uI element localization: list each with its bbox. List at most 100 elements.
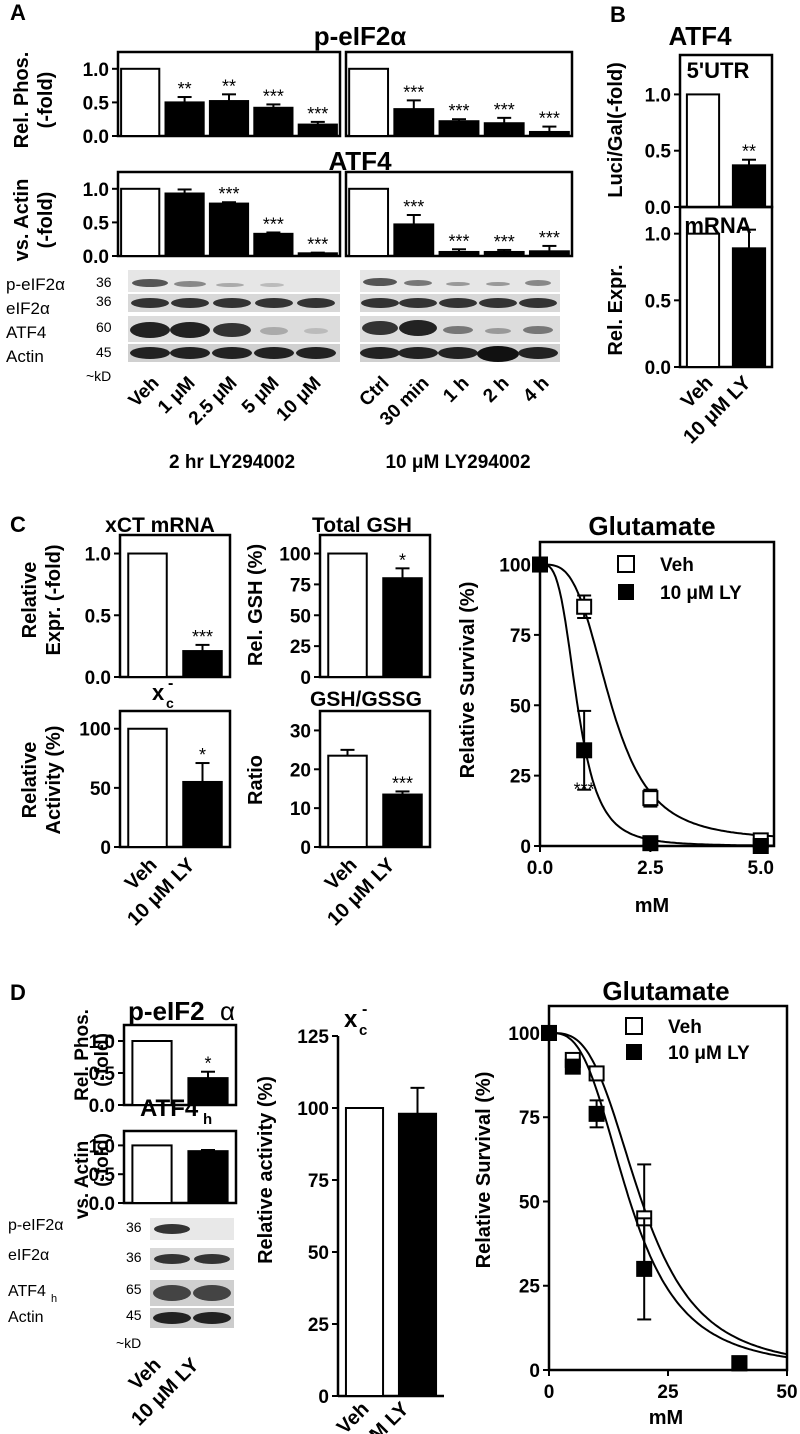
panel-d-letter: D	[10, 980, 26, 1005]
c-ratio-chart: 0 10 20 30 ***	[290, 709, 432, 859]
d-legend: Veh 10 μM LY	[625, 1017, 750, 1064]
y-tick-label: 100	[499, 556, 531, 577]
bar	[164, 192, 205, 257]
blot-band	[477, 346, 519, 362]
y-tick-label: 1.0	[89, 1032, 115, 1053]
y-tick-label: 0.0	[89, 1096, 115, 1117]
d-kd-36b: 36	[126, 1249, 142, 1265]
blot-band	[255, 298, 293, 308]
blot-band	[296, 347, 336, 359]
blot-band	[193, 1312, 231, 1324]
blot-strip	[128, 270, 340, 292]
blot-band	[518, 347, 558, 359]
c-xc-chart: 0 50 100 *	[79, 709, 232, 859]
d-xc-chart: 0 25 50 75 100 125	[297, 1027, 444, 1408]
legend-veh-marker	[625, 1017, 643, 1035]
bar	[182, 650, 223, 679]
y-tick-label: 10	[290, 799, 311, 820]
c-gsh-title: Total GSH	[312, 514, 412, 537]
blot-band	[254, 347, 294, 359]
d-legend-ly: 10 μM LY	[668, 1043, 750, 1064]
significance-label: ***	[539, 228, 560, 248]
bar	[253, 106, 294, 137]
significance-label: ***	[494, 232, 515, 252]
a-blot-label-peif: p-eIF2α	[6, 275, 65, 294]
blot-band	[304, 328, 328, 334]
blot-band	[438, 347, 478, 359]
b-ylabel-2: Rel. Expr.	[605, 264, 627, 355]
bar	[253, 232, 294, 258]
y-tick-label: 0	[318, 1387, 329, 1408]
x-category-label: 10 μM	[273, 373, 326, 426]
y-tick-label: 1.0	[89, 1136, 115, 1157]
a-atf4-time-chart: *** *** *** ***	[344, 170, 574, 258]
y-tick-label: 0	[300, 838, 311, 859]
a-peif-time-chart: *** *** *** ***	[344, 50, 574, 138]
bar	[208, 100, 250, 137]
a-peif-title: p-eIF2α	[314, 21, 407, 51]
data-point	[541, 1024, 557, 1041]
d-atf4-ylabel-1: vs. Actin	[72, 1141, 93, 1220]
y-tick-label: 25	[290, 637, 312, 658]
data-point	[752, 838, 769, 854]
a-time-caption: 10 μM LY294002	[385, 452, 530, 473]
data-point	[532, 556, 548, 573]
c-xct-chart: 0.0 0.5 1.0 ***	[85, 533, 232, 689]
data-point	[576, 742, 593, 759]
y-tick-label: 1.0	[85, 545, 111, 566]
c-xc-title: x c -	[152, 675, 174, 711]
chart-frame	[678, 205, 774, 369]
d-atf4-title-sub: h	[203, 1111, 212, 1128]
d-xc-ylabel: Relative activity (%)	[255, 1076, 277, 1264]
blot-band	[170, 347, 210, 359]
bar	[182, 780, 223, 849]
d-blot-label-actin: Actin	[8, 1309, 44, 1326]
significance-label: ***	[263, 214, 284, 234]
a-western-blot: p-eIF2α eIF2α ATF4 Actin 36 36 60 45 ~kD	[6, 270, 560, 473]
d-peif-title-main: p-eIF2	[128, 996, 205, 1026]
d-xc-title-sup: -	[362, 1001, 367, 1018]
y-tick-label: 75	[308, 1171, 330, 1192]
y-tick-label: 50	[290, 606, 311, 627]
chart-frame	[122, 1129, 238, 1205]
significance-label: ***	[494, 100, 515, 120]
y-tick-label: 25	[519, 1277, 541, 1298]
blot-band	[153, 1285, 191, 1301]
panel-b-letter: B	[610, 2, 626, 27]
x-tick-label: 0.0	[527, 858, 553, 879]
y-tick-label: 0.5	[645, 291, 672, 312]
legend-ly-marker	[618, 584, 634, 600]
y-tick-label: 100	[279, 545, 311, 566]
data-point	[642, 835, 659, 852]
a-peif-ylabel-2: (-fold)	[35, 72, 57, 129]
significance-label: ***	[574, 779, 595, 799]
c-legend-ly: 10 μM LY	[660, 583, 742, 604]
c-gsh-chart: 0 25 50 75 100 *	[279, 533, 432, 689]
a-blot-time-strips	[360, 270, 560, 362]
bar	[528, 250, 570, 258]
blot-band	[399, 298, 437, 308]
x-category-label: 4 h	[519, 373, 553, 407]
y-tick-label: 0.5	[89, 1064, 116, 1085]
y-tick-label: 20	[290, 760, 311, 781]
a-atf4-ylabel-2: (-fold)	[35, 192, 57, 249]
bar	[382, 577, 423, 679]
data-point	[731, 1355, 748, 1372]
significance-label: ***	[307, 235, 328, 255]
d-blot-label-atf4: ATF4	[8, 1283, 46, 1300]
d-atf4-title: ATF4 h	[140, 1095, 212, 1128]
x-tick-label: 2.5	[637, 858, 664, 879]
d-peif-chart: 0.0 0.5 1.0 *	[89, 1023, 238, 1117]
d-kd-36a: 36	[126, 1219, 142, 1235]
d-blot-label-peif: p-eIF2α	[8, 1217, 64, 1234]
d-glu-xlabel: mM	[649, 1407, 683, 1429]
significance-label: *	[199, 745, 206, 765]
c-xc-ylabel-1: Relative	[19, 742, 41, 819]
blot-band	[399, 320, 437, 336]
bar	[731, 247, 767, 368]
bar	[348, 67, 390, 137]
chart-frame	[318, 709, 432, 849]
y-tick-label: 50	[510, 696, 531, 717]
